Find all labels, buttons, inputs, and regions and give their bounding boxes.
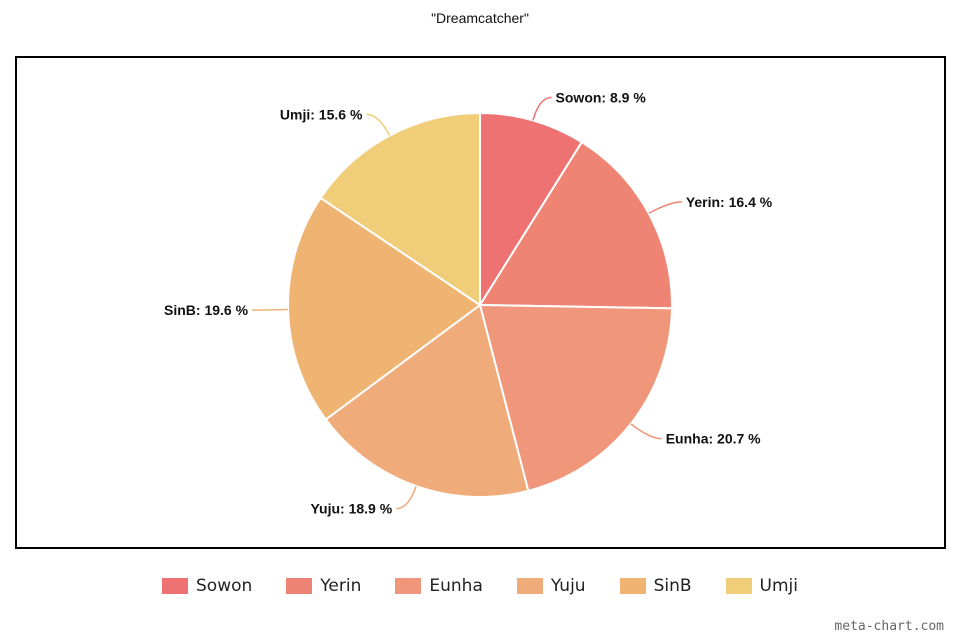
connector-eunha	[630, 423, 662, 440]
slice-label-umji: Umji: 15.6 %	[280, 106, 363, 122]
legend-label-eunha: Eunha	[429, 576, 483, 596]
legend-swatch-yuju	[516, 578, 543, 594]
legend-swatch-yerin	[286, 578, 313, 594]
pie-slice-yuju[interactable]	[324, 303, 530, 498]
pie-slice-umji[interactable]	[319, 111, 481, 307]
chart-title: "Dreamcatcher"	[431, 10, 529, 26]
pie-slice-sinb[interactable]	[287, 196, 482, 421]
connector-yerin	[648, 201, 682, 215]
connector-sowon	[532, 96, 552, 121]
plot-area	[15, 56, 946, 549]
slice-label-yuju: Yuju: 18.9 %	[310, 501, 392, 517]
slice-label-eunha: Eunha: 20.7 %	[666, 431, 761, 447]
legend-label-sowon: Sowon	[196, 576, 253, 596]
legend-item-sowon[interactable]: Sowon	[162, 576, 252, 596]
legend-label-sinb: SinB	[653, 576, 692, 596]
legend-swatch-sinb	[619, 578, 646, 594]
connector-umji	[366, 113, 391, 136]
pie-slice-yerin[interactable]	[478, 140, 673, 310]
legend-label-umji: Umji	[759, 576, 798, 596]
legend-item-yuju[interactable]: Yuju	[516, 576, 586, 596]
connector-yuju	[396, 485, 417, 510]
legend-swatch-umji	[725, 578, 752, 594]
legend: Sowon Yerin Eunha Yuju SinB Umji	[0, 576, 960, 596]
legend-label-yerin: Yerin	[320, 576, 362, 596]
legend-label-yuju: Yuju	[550, 576, 586, 596]
legend-item-yerin[interactable]: Yerin	[286, 576, 361, 596]
legend-swatch-eunha	[395, 578, 422, 594]
legend-item-sinb[interactable]: SinB	[619, 576, 692, 596]
legend-item-umji[interactable]: Umji	[725, 576, 798, 596]
connector-sinb	[252, 308, 289, 311]
pie-slice-eunha[interactable]	[478, 303, 673, 493]
slice-label-sowon: Sowon: 8.9 %	[556, 89, 647, 105]
watermark: meta-chart.com	[834, 619, 944, 634]
legend-item-eunha[interactable]: Eunha	[395, 576, 483, 596]
slice-label-yerin: Yerin: 16.4 %	[686, 194, 773, 210]
slice-label-sinb: SinB: 19.6 %	[164, 302, 249, 318]
legend-swatch-sowon	[162, 578, 189, 594]
pie-slice-sowon[interactable]	[479, 111, 584, 309]
